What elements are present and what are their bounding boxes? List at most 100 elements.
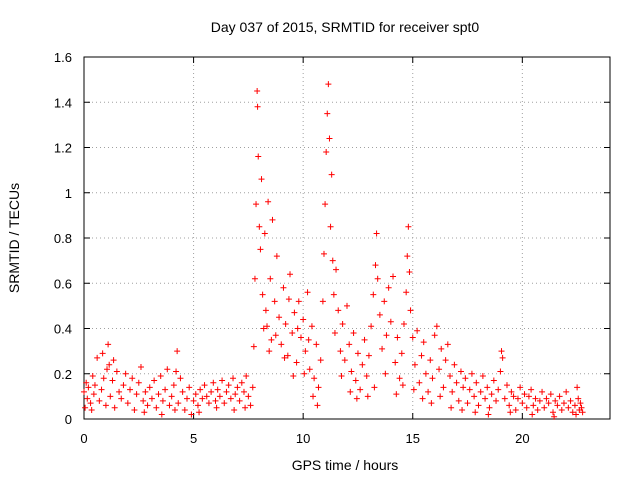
data-point-marker: [416, 379, 423, 386]
data-point-marker: [146, 384, 153, 391]
data-point-marker: [304, 289, 311, 296]
y-tick-label: 1.6: [54, 50, 72, 65]
data-point-marker: [177, 375, 184, 382]
data-point-marker: [579, 409, 586, 416]
data-point-marker: [409, 334, 416, 341]
x-tick-label: 20: [515, 431, 529, 446]
data-point-marker: [376, 311, 383, 318]
data-point-marker: [135, 379, 142, 386]
data-point-marker: [497, 368, 504, 375]
data-point-marker: [223, 388, 230, 395]
data-point-marker: [148, 395, 155, 402]
data-point-marker: [552, 397, 559, 404]
y-tick-label: 1: [65, 186, 72, 201]
data-point-marker: [344, 302, 350, 309]
data-point-marker: [144, 402, 151, 409]
data-point-marker: [269, 216, 276, 223]
data-point-marker: [315, 384, 322, 391]
data-point-marker: [151, 377, 158, 384]
data-point-marker: [571, 402, 578, 409]
data-point-marker: [414, 327, 421, 334]
data-point-marker: [102, 402, 109, 409]
data-point-marker: [427, 357, 434, 364]
data-point-marker: [472, 409, 479, 416]
data-point-marker: [485, 411, 492, 418]
x-tick-label: 0: [80, 431, 87, 446]
data-point-marker: [243, 373, 250, 380]
data-point-marker: [410, 386, 417, 393]
data-point-marker: [110, 357, 117, 364]
data-point-marker: [94, 354, 101, 361]
data-point-marker: [179, 388, 186, 395]
data-point-marker: [567, 397, 574, 404]
data-point-marker: [153, 404, 160, 411]
data-point-marker: [186, 384, 193, 391]
data-point-marker: [482, 395, 489, 402]
data-point-marker: [495, 386, 502, 393]
data-point-marker: [210, 379, 217, 386]
data-point-marker: [287, 271, 294, 278]
data-point-marker: [341, 357, 348, 364]
data-point-marker: [368, 323, 375, 330]
data-point-marker: [346, 341, 353, 348]
data-point-marker: [406, 268, 413, 275]
data-point-marker: [302, 348, 309, 355]
data-point-marker: [293, 359, 300, 366]
data-point-marker: [350, 330, 357, 337]
data-point-marker: [473, 379, 480, 386]
data-point-marker: [268, 336, 275, 343]
data-point-marker: [280, 284, 287, 291]
data-point-marker: [225, 382, 232, 389]
data-point-marker: [106, 361, 113, 368]
data-point-marker: [242, 404, 249, 411]
data-point-marker: [96, 397, 103, 404]
data-point-marker: [116, 388, 123, 395]
data-point-marker: [422, 370, 429, 377]
data-point-marker: [370, 291, 377, 298]
data-point-marker: [327, 223, 334, 230]
y-tick-label: 1.4: [54, 95, 72, 110]
data-point-marker: [490, 377, 497, 384]
data-point-marker: [140, 397, 147, 404]
data-point-marker: [457, 368, 464, 375]
data-point-marker: [158, 411, 165, 418]
data-point-marker: [192, 391, 199, 398]
y-tick-label: 0: [65, 412, 72, 427]
data-point-marker: [475, 402, 482, 409]
data-point-marker: [83, 379, 90, 386]
data-point-marker: [374, 275, 381, 282]
data-point-marker: [137, 363, 144, 370]
data-points: [81, 81, 586, 420]
data-point-marker: [534, 406, 541, 413]
data-point-marker: [382, 370, 389, 377]
data-point-marker: [575, 395, 582, 402]
data-point-marker: [328, 171, 335, 178]
data-point-marker: [240, 388, 247, 395]
data-point-marker: [577, 400, 584, 407]
data-point-marker: [214, 386, 221, 393]
data-point-marker: [451, 361, 458, 368]
data-point-marker: [175, 400, 182, 407]
data-point-marker: [120, 382, 127, 389]
data-point-marker: [364, 393, 371, 400]
y-tick-label: 1.2: [54, 141, 72, 156]
data-point-marker: [301, 370, 308, 377]
data-point-marker: [88, 406, 95, 413]
data-point-marker: [545, 400, 552, 407]
data-point-marker: [122, 370, 129, 377]
data-point-marker: [212, 397, 219, 404]
data-point-marker: [347, 388, 354, 395]
data-point-marker: [348, 368, 355, 375]
data-point-marker: [266, 348, 273, 355]
data-point-marker: [479, 373, 486, 380]
data-point-marker: [547, 391, 554, 398]
data-point-marker: [411, 361, 418, 368]
data-point-marker: [352, 377, 359, 384]
data-point-marker: [311, 375, 318, 382]
data-point-marker: [379, 345, 386, 352]
data-point-marker: [429, 375, 436, 382]
data-point-marker: [181, 406, 188, 413]
data-point-marker: [521, 391, 528, 398]
plot-area-frame: [83, 56, 611, 420]
